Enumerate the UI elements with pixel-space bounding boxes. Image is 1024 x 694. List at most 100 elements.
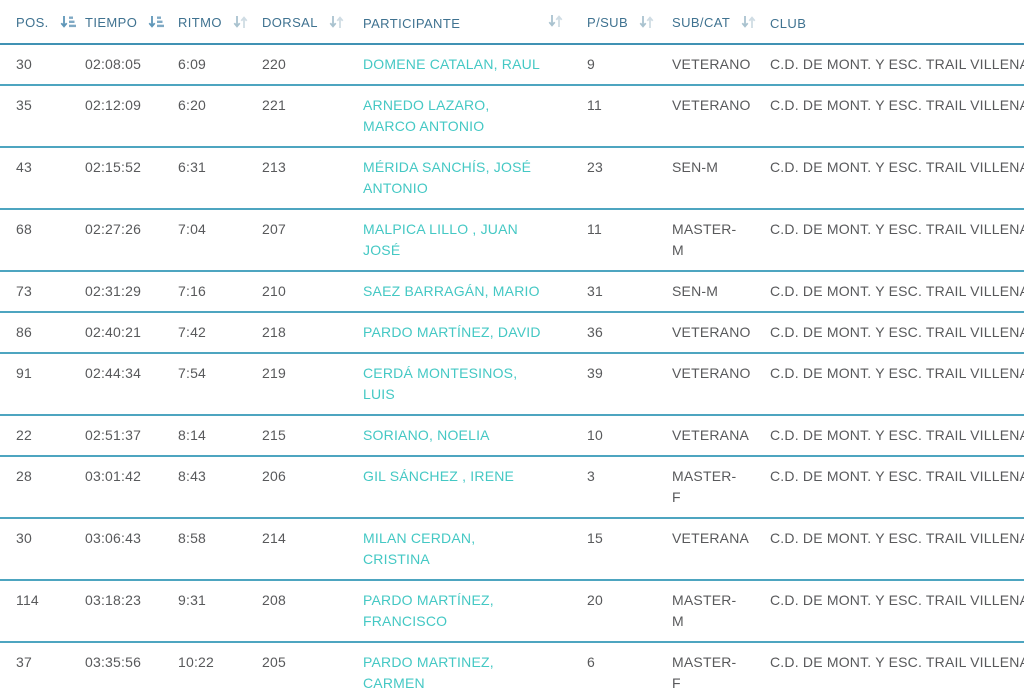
participant-link[interactable]: SORIANO, NOELIA xyxy=(363,427,490,443)
participant-link[interactable]: MILAN CERDAN, CRISTINA xyxy=(363,530,476,567)
cell-ritmo: 6:09 xyxy=(162,44,246,86)
cell-participante: PARDO MARTINEZ, CARMEN xyxy=(347,642,571,694)
cell-pos: 22 xyxy=(0,415,69,457)
cell-ritmo: 8:43 xyxy=(162,456,246,519)
sort-up-down-icon xyxy=(741,15,756,32)
cell-subcat: SEN-M xyxy=(656,271,754,313)
sort-amount-down-icon xyxy=(148,15,165,32)
cell-subcat: MASTER-M xyxy=(656,580,754,643)
participant-link[interactable]: MÉRIDA SANCHÍS, JOSÉ ANTONIO xyxy=(363,159,532,196)
participant-link[interactable]: PARDO MARTINEZ, CARMEN xyxy=(363,654,494,691)
column-header-subcat[interactable]: SUB/CAT xyxy=(656,0,756,45)
cell-dorsal: 207 xyxy=(246,209,347,272)
table-header-row: POS. TIEMPO RITMO DORSAL PARTICIPANTE P/SUB SU… xyxy=(0,0,1024,45)
column-header-psub[interactable]: P/SUB xyxy=(571,0,656,45)
cell-pos: 86 xyxy=(0,312,69,354)
column-header-ritmo[interactable]: RITMO xyxy=(162,0,248,45)
table-body: 30 02:08:05 6:09 220 DOMENE CATALAN, RAUL 9 VE… xyxy=(0,44,1024,694)
cell-pos: 30 xyxy=(0,44,69,86)
cell-tiempo: 02:51:37 xyxy=(69,415,162,457)
cell-ritmo: 9:31 xyxy=(162,580,246,643)
table-row: 30 02:08:05 6:09 220 DOMENE CATALAN, RAUL 9 VE… xyxy=(0,44,1024,86)
cell-ritmo: 8:14 xyxy=(162,415,246,457)
cell-dorsal: 206 xyxy=(246,456,347,519)
table-row: 73 02:31:29 7:16 210 SAEZ BARRAGÁN, MARIO 31 S… xyxy=(0,271,1024,313)
cell-psub: 11 xyxy=(571,85,656,148)
cell-ritmo: 8:58 xyxy=(162,518,246,581)
column-label-tiempo: TIEMPO xyxy=(85,15,138,30)
table-row: 28 03:01:42 8:43 206 GIL SÁNCHEZ , IRENE 3 MAS… xyxy=(0,456,1024,519)
cell-club: C.D. DE MONT. Y ESC. TRAIL VILLENA xyxy=(754,353,1024,416)
sort-up-down-icon xyxy=(329,15,344,32)
cell-participante: MÉRIDA SANCHÍS, JOSÉ ANTONIO xyxy=(347,147,571,210)
table-row: 91 02:44:34 7:54 219 CERDÁ MONTESINOS, LUIS 3… xyxy=(0,353,1024,416)
column-header-pos[interactable]: POS. xyxy=(0,0,76,45)
cell-dorsal: 215 xyxy=(246,415,347,457)
column-header-tiempo[interactable]: TIEMPO xyxy=(69,0,165,45)
cell-pos: 68 xyxy=(0,209,69,272)
column-label-ritmo: RITMO xyxy=(178,15,222,30)
cell-participante: MILAN CERDAN, CRISTINA xyxy=(347,518,571,581)
cell-psub: 9 xyxy=(571,44,656,86)
cell-tiempo: 02:31:29 xyxy=(69,271,162,313)
participant-link[interactable]: GIL SÁNCHEZ , IRENE xyxy=(363,468,515,484)
participant-link[interactable]: SAEZ BARRAGÁN, MARIO xyxy=(363,283,540,299)
cell-tiempo: 02:44:34 xyxy=(69,353,162,416)
cell-club: C.D. DE MONT. Y ESC. TRAIL VILLENA xyxy=(754,44,1024,86)
cell-tiempo: 03:01:42 xyxy=(69,456,162,519)
participant-link[interactable]: MALPICA LILLO , JUAN JOSÉ xyxy=(363,221,518,258)
cell-tiempo: 02:08:05 xyxy=(69,44,162,86)
participant-link[interactable]: DOMENE CATALAN, RAUL xyxy=(363,56,540,72)
table-row: 86 02:40:21 7:42 218 PARDO MARTÍNEZ, DAVID 36… xyxy=(0,312,1024,354)
cell-psub: 31 xyxy=(571,271,656,313)
cell-tiempo: 02:12:09 xyxy=(69,85,162,148)
participant-link[interactable]: PARDO MARTÍNEZ, DAVID xyxy=(363,324,541,340)
cell-psub: 23 xyxy=(571,147,656,210)
participant-link[interactable]: CERDÁ MONTESINOS, LUIS xyxy=(363,365,518,402)
cell-subcat: VETERANA xyxy=(656,415,754,457)
cell-club: C.D. DE MONT. Y ESC. TRAIL VILLENA xyxy=(754,271,1024,313)
table-row: 114 03:18:23 9:31 208 PARDO MARTÍNEZ, FRANCI… xyxy=(0,580,1024,643)
cell-tiempo: 02:27:26 xyxy=(69,209,162,272)
column-header-dorsal[interactable]: DORSAL xyxy=(246,0,347,45)
cell-participante: DOMENE CATALAN, RAUL xyxy=(347,44,571,86)
cell-participante: SORIANO, NOELIA xyxy=(347,415,571,457)
column-label-club: CLUB xyxy=(770,16,807,31)
cell-ritmo: 7:16 xyxy=(162,271,246,313)
cell-club: C.D. DE MONT. Y ESC. TRAIL VILLENA xyxy=(754,147,1024,210)
cell-dorsal: 220 xyxy=(246,44,347,86)
table-row: 35 02:12:09 6:20 221 ARNEDO LAZARO, MARCO AN… xyxy=(0,85,1024,148)
cell-subcat: VETERANO xyxy=(656,85,754,148)
cell-subcat: VETERANO xyxy=(656,312,754,354)
cell-club: C.D. DE MONT. Y ESC. TRAIL VILLENA xyxy=(754,642,1024,694)
cell-psub: 15 xyxy=(571,518,656,581)
table-row: 30 03:06:43 8:58 214 MILAN CERDAN, CRISTINA 1… xyxy=(0,518,1024,581)
cell-club: C.D. DE MONT. Y ESC. TRAIL VILLENA xyxy=(754,580,1024,643)
cell-tiempo: 02:15:52 xyxy=(69,147,162,210)
cell-subcat: MASTER-F xyxy=(656,456,754,519)
column-label-dorsal: DORSAL xyxy=(262,15,318,30)
cell-pos: 73 xyxy=(0,271,69,313)
cell-subcat: MASTER-F xyxy=(656,642,754,694)
cell-pos: 91 xyxy=(0,353,69,416)
cell-pos: 43 xyxy=(0,147,69,210)
cell-dorsal: 210 xyxy=(246,271,347,313)
cell-dorsal: 218 xyxy=(246,312,347,354)
cell-tiempo: 03:06:43 xyxy=(69,518,162,581)
cell-tiempo: 03:18:23 xyxy=(69,580,162,643)
participant-link[interactable]: ARNEDO LAZARO, MARCO ANTONIO xyxy=(363,97,490,134)
cell-psub: 39 xyxy=(571,353,656,416)
cell-dorsal: 214 xyxy=(246,518,347,581)
cell-ritmo: 7:54 xyxy=(162,353,246,416)
column-label-psub: P/SUB xyxy=(587,15,629,30)
cell-subcat: VETERANO xyxy=(656,353,754,416)
column-header-participante[interactable]: PARTICIPANTE xyxy=(347,0,571,45)
cell-participante: PARDO MARTÍNEZ, DAVID xyxy=(347,312,571,354)
participant-link[interactable]: PARDO MARTÍNEZ, FRANCISCO xyxy=(363,592,494,629)
table-row: 43 02:15:52 6:31 213 MÉRIDA SANCHÍS, JOSÉ AN… xyxy=(0,147,1024,210)
cell-dorsal: 221 xyxy=(246,85,347,148)
cell-pos: 37 xyxy=(0,642,69,694)
cell-pos: 35 xyxy=(0,85,69,148)
cell-tiempo: 02:40:21 xyxy=(69,312,162,354)
